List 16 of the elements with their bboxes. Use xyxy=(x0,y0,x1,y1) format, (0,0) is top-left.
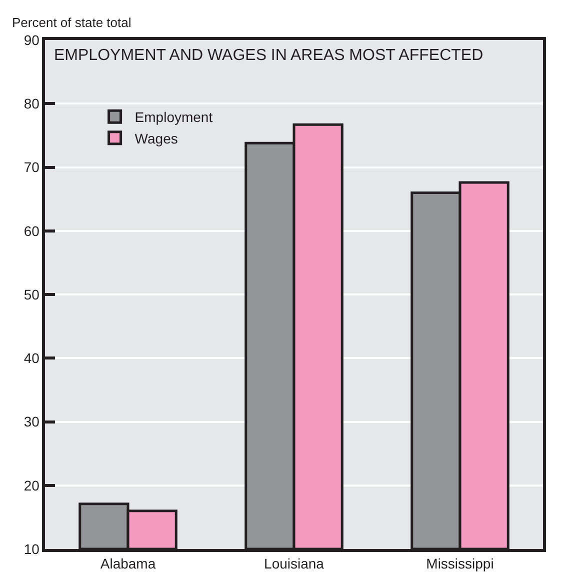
y-tick-label: 10 xyxy=(24,540,40,557)
legend-label: Wages xyxy=(134,130,178,146)
y-tick-label: 90 xyxy=(24,32,40,48)
text: EMPLOYMENT AND WAGES IN AREAS MOST AFFECTED xyxy=(54,47,484,64)
legend-label: Employment xyxy=(134,109,213,126)
y-axis-title: Percent of state total xyxy=(12,15,132,30)
x-tick-label: Alabama xyxy=(100,556,156,572)
x-tick-label: Louisiana xyxy=(264,556,324,572)
y-tick-label: 70 xyxy=(24,159,40,176)
y-tick-label: 30 xyxy=(24,414,40,430)
x-tick-label: Mississippi xyxy=(426,556,494,572)
y-tick-label: 50 xyxy=(24,286,40,302)
y-tick-label: 80 xyxy=(24,96,40,112)
y-tick-label: 60 xyxy=(24,222,40,239)
y-tick-label: 20 xyxy=(24,477,40,494)
y-tick-label: 40 xyxy=(24,350,40,366)
